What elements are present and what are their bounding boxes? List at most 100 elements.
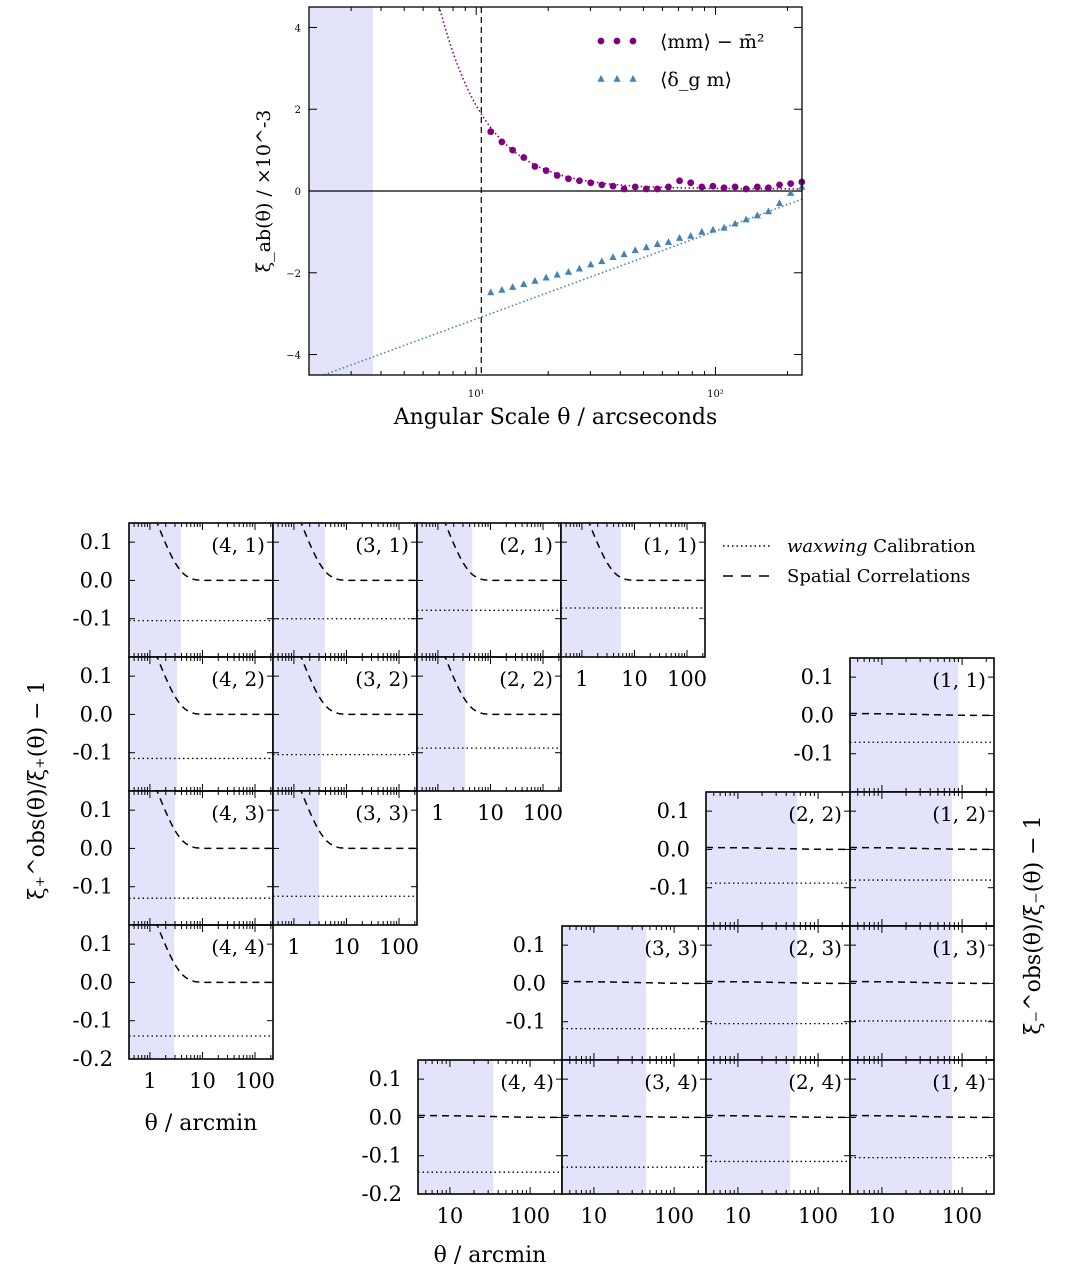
panel-y-tick-label: -0.2: [73, 1047, 114, 1071]
dgm-point: [709, 225, 717, 233]
panel-y-tick-label: -0.2: [362, 1182, 403, 1206]
mm-point: [698, 183, 706, 191]
panel: (2, 4) 10 100: [705, 1059, 851, 1228]
panel-label: (1, 2): [932, 802, 986, 826]
panel-y-tick-label: -0.1: [794, 742, 835, 766]
panel-shaded-region: [273, 523, 325, 657]
dgm-point: [609, 253, 617, 261]
legend-calibration-label: waxwing Calibration: [787, 536, 976, 557]
mm-point: [498, 138, 506, 146]
spatial-correlation-curve: [850, 712, 994, 717]
panel-label: (1, 1): [932, 668, 986, 692]
legend-calibration-rest: Calibration: [868, 536, 976, 557]
top-chart: −4 −2 0 2 4 10¹ 10² Angular Scale θ / arcsecond…: [253, 6, 806, 430]
panel-label: (2, 2): [788, 802, 842, 826]
mm-point: [676, 177, 683, 185]
panel-shaded-region: [850, 926, 953, 1060]
dgm-point: [642, 243, 650, 251]
panel-y-tick-label: 0.1: [80, 798, 113, 822]
legend-dgm-marker: [597, 75, 605, 82]
spatial-correlation-curve: [850, 980, 994, 985]
y-tick-label: 0: [295, 187, 301, 198]
panel-y-tick-label: -0.1: [73, 607, 114, 631]
panel-x-tick-label: 10: [581, 1204, 608, 1228]
panel-y-tick-label: -0.1: [650, 876, 691, 900]
panel-shaded-region: [417, 523, 473, 657]
panel-y-tick-label: 0.1: [80, 530, 113, 554]
dgm-point: [775, 199, 784, 207]
dgm-point: [598, 257, 606, 265]
panel-shaded-region: [706, 792, 798, 926]
panel-y-tick-label: 0.1: [801, 665, 834, 689]
mm-point: [654, 185, 661, 193]
mm-point: [753, 183, 761, 191]
panel-shaded-region: [562, 1060, 647, 1194]
panel-shaded-region: [273, 657, 322, 791]
panel: (4, 4) 0.1 0.0 -0.1 -0.2 10 100: [362, 1059, 563, 1228]
dgm-point: [620, 250, 628, 258]
mm-point: [620, 185, 628, 193]
panel-y-tick-label: 0.0: [80, 702, 113, 726]
panel: (3, 1): [272, 522, 418, 658]
panel-x-tick-label: 100: [510, 1204, 550, 1228]
minus-x-axis-title: θ / arcmin: [434, 1243, 547, 1268]
panel-x-tick-label: 100: [235, 1069, 275, 1093]
panel-frame: [560, 522, 706, 658]
panel-y-tick-label: -0.1: [73, 741, 114, 765]
mm-point: [565, 175, 572, 183]
panel-shaded-region: [850, 1060, 953, 1194]
panel-label: (3, 2): [355, 667, 409, 691]
panel-y-tick-label: -0.1: [73, 1009, 114, 1033]
panel-y-tick-label: 0.0: [80, 970, 113, 994]
mm-point: [553, 172, 561, 179]
mm-point: [509, 146, 517, 154]
panel-shaded-region: [129, 523, 181, 657]
legend-mm-marker: [597, 37, 605, 45]
dgm-point: [542, 273, 550, 281]
mm-point: [720, 184, 728, 192]
panel: (2, 2) 0.1 0.0 -0.1: [650, 791, 851, 927]
panel: (2, 1): [416, 522, 562, 658]
legend-mm-label: ⟨mm⟩ − m̄²: [660, 31, 765, 53]
panel-x-tick-label: 10: [333, 935, 360, 959]
mm-point: [776, 181, 783, 189]
panel: (4, 3) 0.1 0.0 -0.1: [73, 790, 274, 926]
panel-frame: [849, 1059, 995, 1195]
mm-point: [731, 183, 739, 191]
panel-y-tick-label: -0.1: [73, 875, 114, 899]
mm-point: [520, 154, 528, 161]
dgm-point: [742, 215, 750, 223]
dgm-point: [498, 285, 506, 293]
dgm-point: [675, 234, 684, 241]
panel-shaded-region: [273, 791, 319, 925]
panel-label: (3, 3): [644, 936, 698, 960]
dgm-point: [520, 280, 528, 288]
mm-point: [631, 183, 639, 191]
legend-mm-marker: [613, 37, 621, 45]
panel-label: (4, 3): [211, 801, 265, 825]
dgm-point: [764, 207, 773, 215]
panel-x-tick-label: 100: [667, 667, 707, 691]
dgm-point: [575, 264, 584, 272]
panel-shaded-region: [561, 523, 621, 657]
panel-shaded-region: [129, 657, 178, 791]
panel-shaded-region: [562, 926, 647, 1060]
panel-x-tick-label: 1: [431, 801, 444, 825]
panel-y-tick-label: 0.1: [513, 933, 546, 957]
spatial-correlation-curve: [706, 846, 850, 851]
panel-x-tick-label: 10: [621, 667, 648, 691]
dgm-point: [698, 227, 706, 235]
panel-y-tick-label: 0.0: [80, 568, 113, 592]
spatial-correlation-curve: [850, 1114, 994, 1119]
panel-label: (3, 1): [355, 533, 409, 557]
panel-label: (2, 4): [788, 1070, 842, 1094]
panel-frame: [416, 656, 562, 792]
x-tick-label: 10¹: [468, 389, 485, 400]
panel-x-tick-label: 10: [477, 801, 504, 825]
panel-y-tick-label: 0.1: [80, 932, 113, 956]
panel-y-tick-label: 0.1: [369, 1067, 402, 1091]
plus-x-axis-title: θ / arcmin: [145, 1111, 258, 1136]
panel-shaded-region: [706, 1060, 791, 1194]
panel-y-tick-label: 0.1: [80, 664, 113, 688]
